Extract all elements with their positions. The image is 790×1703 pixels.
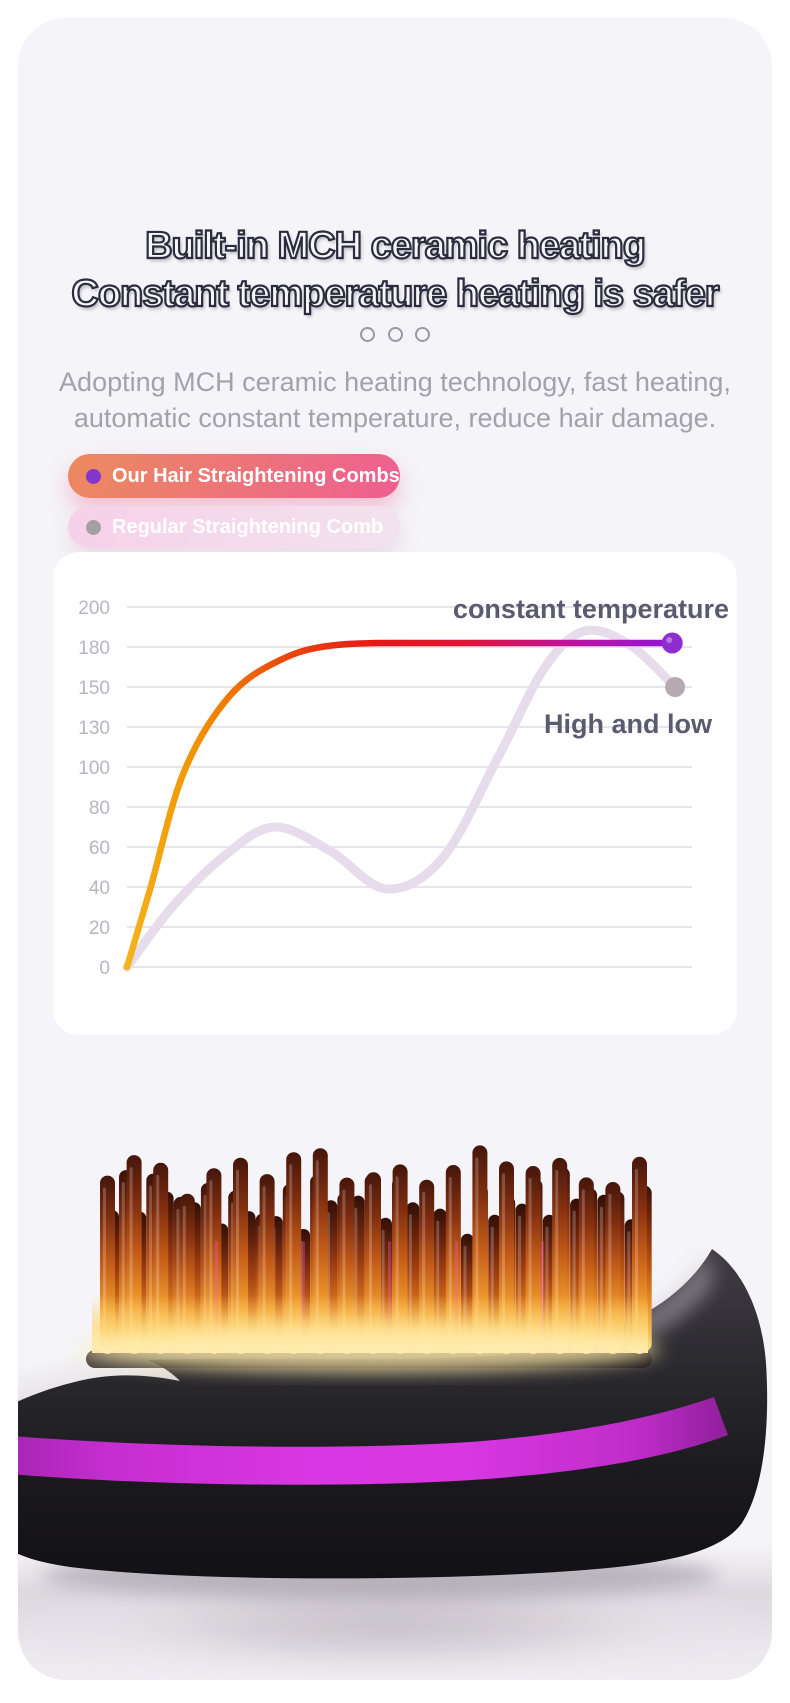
legend-pill-label: Regular Straightening Comb	[112, 515, 384, 538]
separator-dots	[18, 326, 772, 344]
headline: Built-in MCH ceramic heating Constant te…	[18, 222, 772, 318]
constant-series-label: constant temperature	[453, 594, 729, 624]
temperature-chart: 0 20 40 60 80 100 130 150 180 200 constant tempera…	[78, 594, 729, 979]
subtitle: Adopting MCH ceramic heating technology,…	[18, 364, 772, 436]
y-tick-label: 100	[78, 758, 110, 779]
dot-highlight	[666, 637, 673, 643]
y-tick-label: 20	[89, 918, 110, 939]
bullet-dot-icon	[86, 468, 101, 484]
y-tick-label: 60	[89, 838, 110, 859]
subtitle-line1: Adopting MCH ceramic heating technology,…	[59, 367, 731, 397]
y-tick-label: 0	[99, 958, 110, 979]
y-tick-label: 80	[89, 798, 110, 819]
y-tick-label: 200	[78, 598, 110, 619]
chart-card: 0 20 40 60 80 100 130 150 180 200 constant tempera…	[53, 552, 737, 1035]
brush-stripe	[18, 1397, 728, 1485]
regular-series-label: High and low	[544, 709, 713, 739]
subtitle-line2: automatic constant temperature, reduce h…	[73, 403, 717, 433]
legend-pill-our-combs: Our Hair Straightening Combs	[68, 454, 400, 498]
bullet-dot-icon	[86, 519, 101, 535]
headline-line2: Constant temperature heating is safer	[70, 272, 720, 316]
product-image	[18, 1145, 772, 1680]
series-constant-path	[123, 639, 676, 971]
bristle-highlight	[475, 1157, 479, 1340]
y-tick-label: 130	[78, 718, 110, 739]
legend-pill-regular-comb: Regular Straightening Comb	[68, 506, 400, 548]
y-tick-label: 40	[89, 878, 110, 899]
heat-glow	[80, 1328, 660, 1372]
legend-pill-label: Our Hair Straightening Combs	[112, 464, 400, 487]
promo-card: Built-in MCH ceramic heating Constant te…	[18, 18, 772, 1680]
regular-end-dot	[665, 677, 686, 697]
brush-body	[18, 1249, 768, 1579]
ring-icon	[387, 327, 403, 343]
constant-end-dot	[661, 632, 683, 654]
ring-icon	[414, 327, 430, 343]
ring-icon	[360, 327, 376, 343]
y-tick-label: 180	[78, 638, 110, 659]
headline-line1: Built-in MCH ceramic heating	[144, 224, 647, 268]
y-tick-label: 150	[78, 678, 110, 699]
series-regular-path	[122, 625, 680, 972]
